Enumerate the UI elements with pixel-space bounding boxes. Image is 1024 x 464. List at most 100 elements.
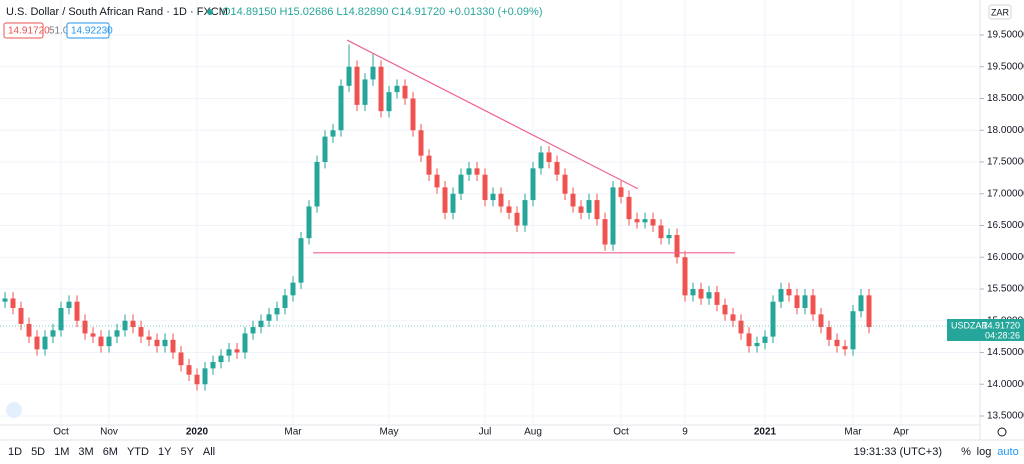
log-toggle[interactable]: log (977, 446, 992, 458)
spread: 51.0 (49, 26, 69, 37)
logo-button[interactable] (6, 402, 22, 418)
candle-body (562, 174, 568, 194)
candle-body (98, 336, 104, 347)
candle-body (90, 333, 96, 337)
auto-toggle[interactable]: auto (997, 446, 1018, 458)
y-tick-label: 19.50000 (987, 61, 1024, 72)
y-tick-label: 17.50000 (987, 157, 1024, 168)
candle-body (538, 152, 544, 169)
candle-body (274, 308, 280, 315)
range-button[interactable]: 1M (54, 446, 69, 458)
candle-body (682, 257, 688, 296)
candle-body (762, 336, 768, 343)
range-button[interactable]: All (203, 446, 215, 458)
y-tick-label: 14.50000 (987, 347, 1024, 358)
candle-body (634, 219, 640, 223)
candle-body (290, 282, 296, 296)
range-button[interactable]: 5Y (180, 446, 194, 458)
candle-body (234, 349, 240, 353)
candle-body (162, 339, 168, 347)
price-tag (947, 318, 1024, 341)
percent-toggle[interactable]: % (961, 446, 971, 458)
candle-body (226, 349, 232, 356)
candle-body (618, 187, 624, 197)
candle-body (858, 295, 864, 312)
candle-body (642, 219, 648, 223)
x-tick-label: 9 (682, 427, 688, 438)
candle-body (506, 206, 512, 213)
candle-body (802, 295, 808, 309)
x-tick-label: May (380, 427, 399, 438)
candle-body (514, 212, 520, 226)
candle-body (666, 235, 672, 239)
candle-body (338, 85, 344, 131)
candle-body (218, 355, 224, 363)
candle-body (698, 288, 704, 299)
candle-body (26, 323, 32, 337)
currency-box[interactable] (988, 4, 1012, 20)
candle-body (706, 292, 712, 299)
candle-body (570, 193, 576, 207)
candle-body (850, 311, 856, 350)
candle-body (482, 174, 488, 201)
x-tick-label: Nov (100, 427, 118, 438)
sell-price[interactable]: 14.91720 (8, 26, 50, 37)
sell-box[interactable] (3, 22, 44, 39)
candle-body (722, 304, 728, 315)
candle-body (298, 238, 304, 283)
range-button[interactable]: 6M (103, 446, 118, 458)
candle-body (410, 98, 416, 131)
x-tick-label: Jul (479, 427, 492, 438)
candle-body (2, 298, 8, 302)
candle-body (674, 235, 680, 258)
x-tick-label: Mar (284, 427, 302, 438)
candle-body (250, 327, 256, 334)
candle-body (146, 336, 152, 340)
y-tick-label: 16.50000 (987, 220, 1024, 231)
buy-box[interactable] (66, 22, 110, 39)
range-button[interactable]: 3M (78, 446, 93, 458)
candle-body (738, 320, 744, 334)
candle-body (426, 155, 432, 175)
buy-price[interactable]: 14.92230 (71, 26, 113, 37)
candle-body (122, 320, 128, 331)
range-button[interactable]: YTD (127, 446, 149, 458)
y-tick-label: 15.50000 (987, 284, 1024, 295)
y-tick-label: 18.50000 (987, 93, 1024, 104)
candle-body (578, 206, 584, 213)
candle-body (402, 85, 408, 99)
candle-body (458, 174, 464, 194)
candle-body (522, 200, 528, 226)
candle-body (474, 168, 480, 175)
candle-body (786, 288, 792, 296)
settings-icon[interactable] (997, 427, 1007, 437)
candle-body (794, 295, 800, 309)
candle-body (34, 336, 40, 350)
currency[interactable]: ZAR (991, 7, 1010, 17)
candle-body (818, 314, 824, 328)
candle-body (498, 193, 504, 207)
candle-body (842, 346, 848, 350)
range-button[interactable]: 1Y (158, 446, 172, 458)
candle-body (106, 336, 112, 347)
candle-body (650, 219, 656, 226)
candle-body (834, 339, 840, 347)
candle-body (434, 174, 440, 188)
y-tick-label: 16.00000 (987, 252, 1024, 263)
candle-body (754, 342, 760, 347)
candle-body (442, 187, 448, 213)
range-button[interactable]: 5D (31, 446, 45, 458)
candle-body (826, 327, 832, 340)
candle-body (58, 308, 64, 331)
range-button[interactable]: 1D (8, 446, 22, 458)
x-tick-label: Oct (613, 427, 629, 438)
candle-body (138, 327, 144, 337)
candle-body (258, 320, 264, 328)
candle-body (586, 200, 592, 213)
candle-body (466, 168, 472, 175)
x-tick-label: Oct (53, 427, 69, 438)
candle-body (314, 161, 320, 207)
